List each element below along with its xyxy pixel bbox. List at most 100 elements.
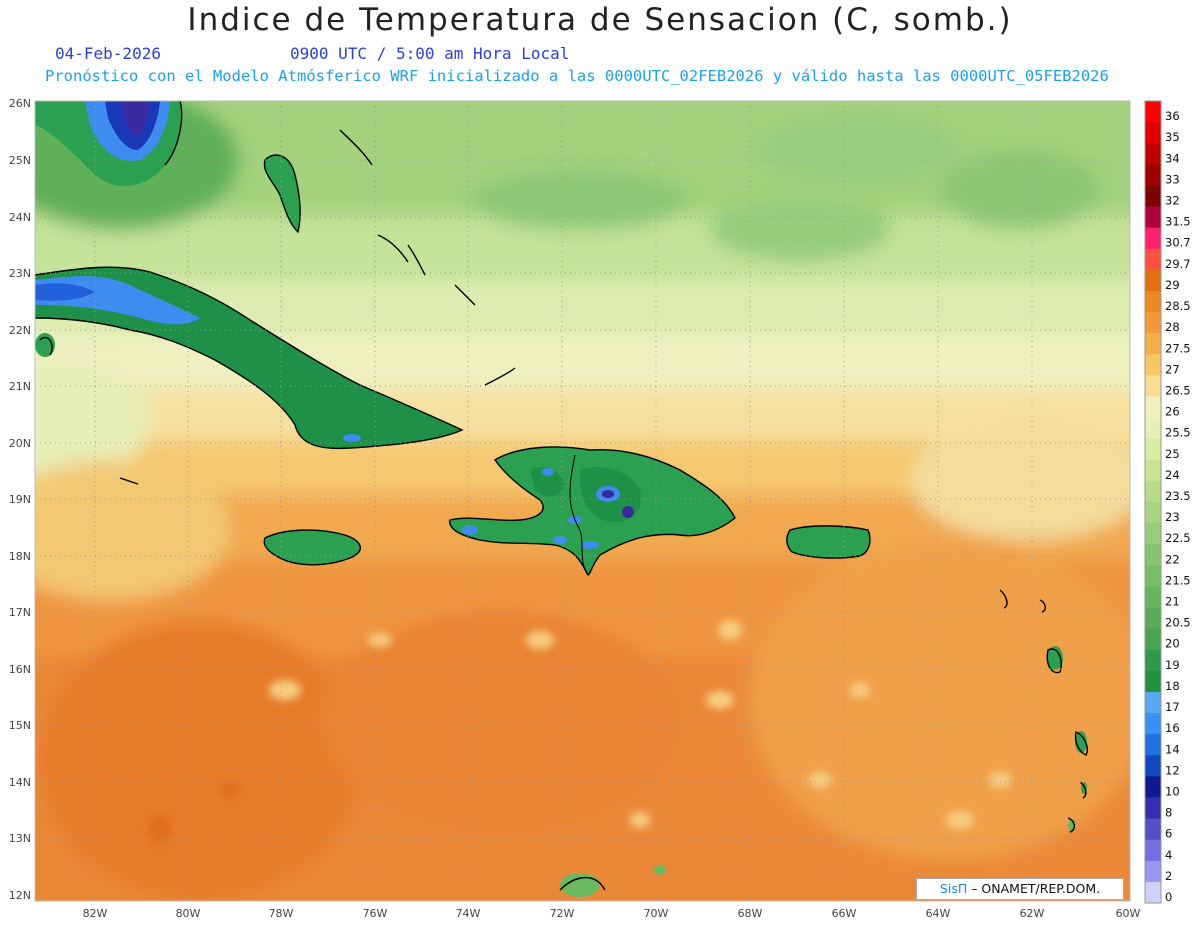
lon-label: 68W: [738, 907, 763, 920]
colorbar-swatch: [1145, 755, 1161, 777]
colorbar-swatch: [1145, 818, 1161, 841]
lon-label: 64W: [926, 907, 951, 920]
colorbar-label: 26: [1165, 405, 1180, 419]
colorbar-label: 16: [1165, 721, 1180, 735]
colorbar-label: 27: [1165, 362, 1180, 376]
colorbar-label: 26.5: [1165, 383, 1191, 397]
colorbar-label: 25: [1165, 447, 1180, 461]
map-frame: [34, 100, 1131, 902]
colorbar-swatch: [1145, 839, 1161, 862]
sis-brand: SisΠ: [939, 881, 968, 896]
colorbar-label: 33: [1165, 172, 1180, 186]
colorbar-swatch: [1145, 480, 1161, 503]
lat-label: 19N: [9, 493, 31, 506]
latitude-labels: 26N 25N 24N 23N 22N 21N 20N 19N 18N 17N …: [9, 97, 31, 902]
colorbar-swatch: [1145, 417, 1161, 440]
colorbar-frame: [1144, 100, 1162, 904]
colorbar-swatch: [1145, 586, 1161, 609]
colorbar-swatch: [1145, 354, 1161, 376]
forecast-date: 04-Feb-2026: [55, 44, 161, 63]
colorbar-label: 22: [1165, 552, 1180, 566]
lon-label: 82W: [83, 907, 108, 920]
lat-label: 21N: [9, 380, 31, 393]
colorbar-label: 18: [1165, 679, 1180, 693]
colorbar-label: 10: [1165, 784, 1180, 798]
lat-label: 12N: [9, 889, 31, 902]
colorbar-label: 27.5: [1165, 341, 1191, 355]
colorbar-swatch: [1145, 734, 1161, 756]
colorbar-swatch: [1145, 544, 1161, 566]
colorbar-swatch: [1145, 290, 1161, 313]
map-title: Indice de Temperatura de Sensacion (C, s…: [187, 2, 1013, 38]
colorbar-label: 29: [1165, 278, 1180, 292]
lat-label: 16N: [9, 663, 31, 676]
lat-label: 18N: [9, 550, 31, 563]
colorbar-label: 36: [1165, 109, 1180, 123]
colorbar-swatch: [1145, 649, 1161, 672]
temperature-field: [35, 101, 1130, 901]
lon-label: 62W: [1020, 907, 1045, 920]
lon-label: 80W: [176, 907, 201, 920]
colorbar-swatch: [1145, 459, 1161, 482]
colorbar-label: 32: [1165, 194, 1180, 208]
colorbar-label: 35: [1165, 130, 1180, 144]
lat-label: 25N: [9, 154, 31, 167]
colorbar-swatch: [1145, 607, 1161, 630]
colorbar-label: 34: [1165, 151, 1180, 165]
colorbar-label: 17: [1165, 700, 1180, 714]
lat-label: 26N: [9, 97, 31, 110]
colorbar-swatch: [1145, 438, 1161, 461]
lon-label: 72W: [550, 907, 575, 920]
colorbar-label: 21: [1165, 595, 1180, 609]
colorbar-swatch: [1145, 502, 1161, 524]
credit-box: SisΠ – ONAMET/REP.DOM.: [916, 878, 1124, 900]
longitude-labels: 82W 80W 78W 76W 74W 72W 70W 68W 66W 64W …: [83, 907, 1141, 920]
colorbar-label: 22.5: [1165, 531, 1191, 545]
colorbar-label: 4: [1165, 848, 1172, 862]
colorbar-label: 25.5: [1165, 426, 1191, 440]
colorbar-swatch: [1145, 797, 1161, 820]
colorbar-swatch: [1145, 185, 1161, 208]
colorbar-swatch: [1145, 269, 1161, 292]
lat-label: 13N: [9, 832, 31, 845]
colorbar-label: 23.5: [1165, 489, 1191, 503]
colorbar-label: 12: [1165, 763, 1180, 777]
lat-label: 20N: [9, 437, 31, 450]
lon-label: 66W: [832, 907, 857, 920]
colorbar-swatch: [1145, 333, 1161, 355]
colorbar-label: 19: [1165, 658, 1180, 672]
colorbar-swatch: [1145, 122, 1161, 144]
colorbar-swatch: [1145, 776, 1161, 798]
colorbar-label: 14: [1165, 742, 1180, 756]
lat-label: 22N: [9, 324, 31, 337]
colorbar-swatch: [1145, 248, 1161, 271]
lat-label: 17N: [9, 606, 31, 619]
colorbar-swatch: [1145, 523, 1161, 545]
colorbar-label: 28.5: [1165, 299, 1191, 313]
model-info-line: Pronóstico con el Modelo Atmósferico WRF…: [45, 67, 1109, 85]
colorbar-label: 0: [1165, 890, 1172, 904]
colorbar-label: 2: [1165, 869, 1172, 883]
lon-label: 76W: [363, 907, 388, 920]
colorbar-swatch: [1145, 396, 1161, 419]
colorbar-label: 31.5: [1165, 215, 1191, 229]
colorbar-label: 29.7: [1165, 257, 1191, 271]
lon-label: 78W: [269, 907, 294, 920]
colorbar-label: 8: [1165, 806, 1172, 820]
lon-label: 74W: [456, 907, 481, 920]
colorbar: 363534333231.530.729.72928.52827.52726.5…: [1144, 100, 1191, 904]
colorbar-swatch: [1145, 375, 1161, 397]
forecast-time: 0900 UTC / 5:00 am Hora Local: [290, 44, 570, 63]
colorbar-swatch: [1145, 881, 1161, 904]
colorbar-label: 23: [1165, 510, 1180, 524]
colorbar-label: 20: [1165, 637, 1180, 651]
colorbar-swatch: [1145, 860, 1161, 883]
lat-label: 14N: [9, 776, 31, 789]
lat-label: 23N: [9, 267, 31, 280]
colorbar-swatch: [1145, 227, 1161, 250]
colorbar-swatch: [1145, 628, 1161, 651]
credit-org: – ONAMET/REP.DOM.: [967, 881, 1101, 896]
lon-label: 70W: [644, 907, 669, 920]
colorbar-swatch: [1145, 312, 1161, 334]
lat-label: 24N: [9, 211, 31, 224]
